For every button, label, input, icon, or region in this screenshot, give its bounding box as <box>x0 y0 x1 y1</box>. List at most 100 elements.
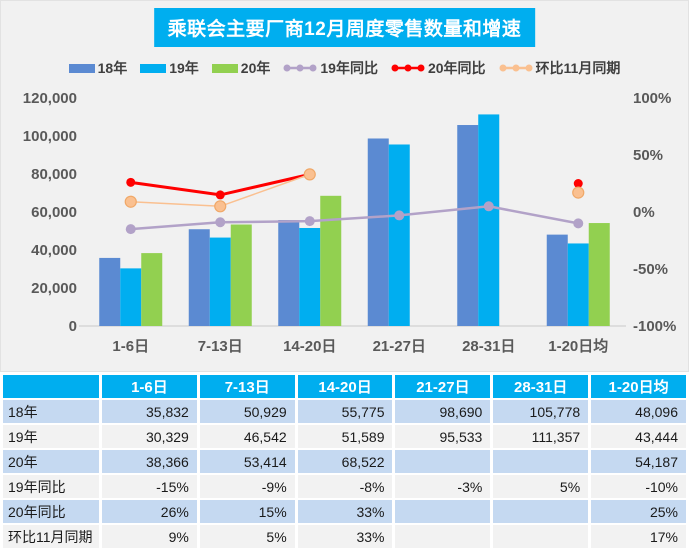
table-cell: 111,357 <box>493 425 589 448</box>
table-cell: 9% <box>102 525 197 548</box>
table-cell: 105,778 <box>493 400 589 423</box>
table-body: 18年 35,832 50,929 55,775 98,690 105,778 48,096… <box>3 400 686 548</box>
table-cell <box>493 500 589 523</box>
table-cell: -10% <box>591 475 686 498</box>
table-cell <box>493 450 589 473</box>
bar-swatch-icon <box>140 63 167 73</box>
marker-环比11月同期 <box>214 200 227 213</box>
line-19年同比 <box>130 205 579 231</box>
legend-item-line20: 20年同比 <box>391 58 486 78</box>
table-cell <box>395 500 491 523</box>
legend-item-lineMom: 环比11月同期 <box>499 58 621 78</box>
marker-19年同比 <box>394 210 405 221</box>
x-axis-category-label: 28-31日 <box>462 338 515 355</box>
table-header-cell: 7-13日 <box>199 375 295 398</box>
bar-20年 <box>320 195 342 326</box>
table-cell: 38,366 <box>102 450 197 473</box>
bar-swatch-icon <box>211 63 238 73</box>
x-axis-category-label: 14-20日 <box>283 338 336 355</box>
table-cell: 95,533 <box>395 425 491 448</box>
marker-19年同比 <box>573 218 584 229</box>
y-axis-tick-label: 40,000 <box>31 242 77 259</box>
bar-18年 <box>546 234 568 326</box>
line-swatch-icon <box>499 64 533 72</box>
legend-label: 18年 <box>97 60 128 76</box>
x-axis-category-label: 7-13日 <box>198 338 243 355</box>
table-cell: 53,414 <box>199 450 295 473</box>
table-wrap: 1-6日 7-13日 14-20日 21-27日 28-31日 1-20日均 18年 35,… <box>0 373 689 550</box>
legend-label: 20年 <box>240 60 271 76</box>
bar-18年 <box>367 138 389 326</box>
table-header-row: 1-6日 7-13日 14-20日 21-27日 28-31日 1-20日均 <box>3 375 686 398</box>
x-axis-category-label: 1-20日均 <box>548 337 608 355</box>
table-header-cell: 1-6日 <box>102 375 197 398</box>
y2-axis-tick-label: 100% <box>633 90 671 107</box>
row-label: 20年同比 <box>3 500 99 523</box>
bar-20年 <box>230 224 252 326</box>
marker-19年同比 <box>215 217 226 228</box>
table-cell: 98,690 <box>395 400 491 423</box>
legend-item-bar20: 20年 <box>211 58 271 78</box>
table-cell: -3% <box>395 475 491 498</box>
y-axis-tick-label: 80,000 <box>31 166 77 183</box>
y-axis-tick-label: 100,000 <box>23 128 77 145</box>
y-axis-tick-label: 20,000 <box>31 280 77 297</box>
marker-20年同比 <box>215 190 225 200</box>
legend-label: 19年 <box>169 60 199 76</box>
bar-19年 <box>299 227 321 326</box>
table-row: 20年同比 26% 15% 33% 25% <box>3 500 686 523</box>
table-cell: 50,929 <box>199 400 295 423</box>
y-axis-tick-label: 120,000 <box>23 90 77 107</box>
table-cell: 30,329 <box>102 425 197 448</box>
table-cell: 25% <box>591 500 686 523</box>
row-label: 20年 <box>3 450 99 473</box>
bar-20年 <box>141 253 163 326</box>
row-label: 19年 <box>3 425 99 448</box>
table-cell: -8% <box>297 475 393 498</box>
table-cell: 51,589 <box>297 425 393 448</box>
bar-18年 <box>188 229 210 326</box>
summary-table: 1-6日 7-13日 14-20日 21-27日 28-31日 1-20日均 18年 35,… <box>0 373 689 550</box>
bar-swatch-icon <box>68 63 95 73</box>
table-cell: 54,187 <box>591 450 686 473</box>
y-axis-tick-label: 60,000 <box>31 204 77 221</box>
table-row: 19年同比 -15% -9% -8% -3% 5% -10% <box>3 475 686 498</box>
table-cell: 17% <box>591 525 686 548</box>
marker-20年同比 <box>573 179 583 188</box>
marker-环比11月同期 <box>124 195 137 208</box>
marker-19年同比 <box>125 224 136 235</box>
table-cell: 33% <box>297 525 393 548</box>
line-swatch-icon <box>391 64 425 72</box>
table-cell <box>395 450 491 473</box>
table-header-cell: 21-27日 <box>395 375 491 398</box>
row-label: 18年 <box>3 400 99 423</box>
table-cell: 5% <box>199 525 295 548</box>
y2-axis-tick-label: -50% <box>633 261 668 278</box>
table-cell: 15% <box>199 500 295 523</box>
table-row: 18年 35,832 50,929 55,775 98,690 105,778 48,096 <box>3 400 686 423</box>
table-header-cell: 14-20日 <box>297 375 393 398</box>
marker-19年同比 <box>483 201 494 212</box>
table-cell <box>395 525 491 548</box>
marker-环比11月同期 <box>303 168 316 181</box>
table-head: 1-6日 7-13日 14-20日 21-27日 28-31日 1-20日均 <box>3 375 686 398</box>
row-label: 19年同比 <box>3 475 99 498</box>
table-cell: 46,542 <box>199 425 295 448</box>
row-label: 环比11月同期 <box>3 525 99 548</box>
table-cell: -15% <box>102 475 197 498</box>
legend-item-bar19: 19年 <box>140 58 199 78</box>
line-swatch-icon <box>283 64 317 72</box>
combo-chart: 120,000 100,000 80,000 60,000 40,000 20,000 0 1… <box>23 90 677 355</box>
table-cell <box>493 525 589 548</box>
bar-19年 <box>209 237 231 326</box>
table-cell: 68,522 <box>297 450 393 473</box>
legend-item-bar18: 18年 <box>68 58 128 78</box>
legend-label: 环比11月同期 <box>535 60 621 76</box>
bar-19年 <box>120 268 142 326</box>
table-header-cell: 28-31日 <box>493 375 589 398</box>
bar-18年 <box>457 125 479 327</box>
marker-19年同比 <box>304 216 315 227</box>
marker-环比11月同期 <box>572 186 585 199</box>
y2-axis-tick-label: 0% <box>633 204 655 221</box>
table-row: 19年 30,329 46,542 51,589 95,533 111,357 43,444 <box>3 425 686 448</box>
